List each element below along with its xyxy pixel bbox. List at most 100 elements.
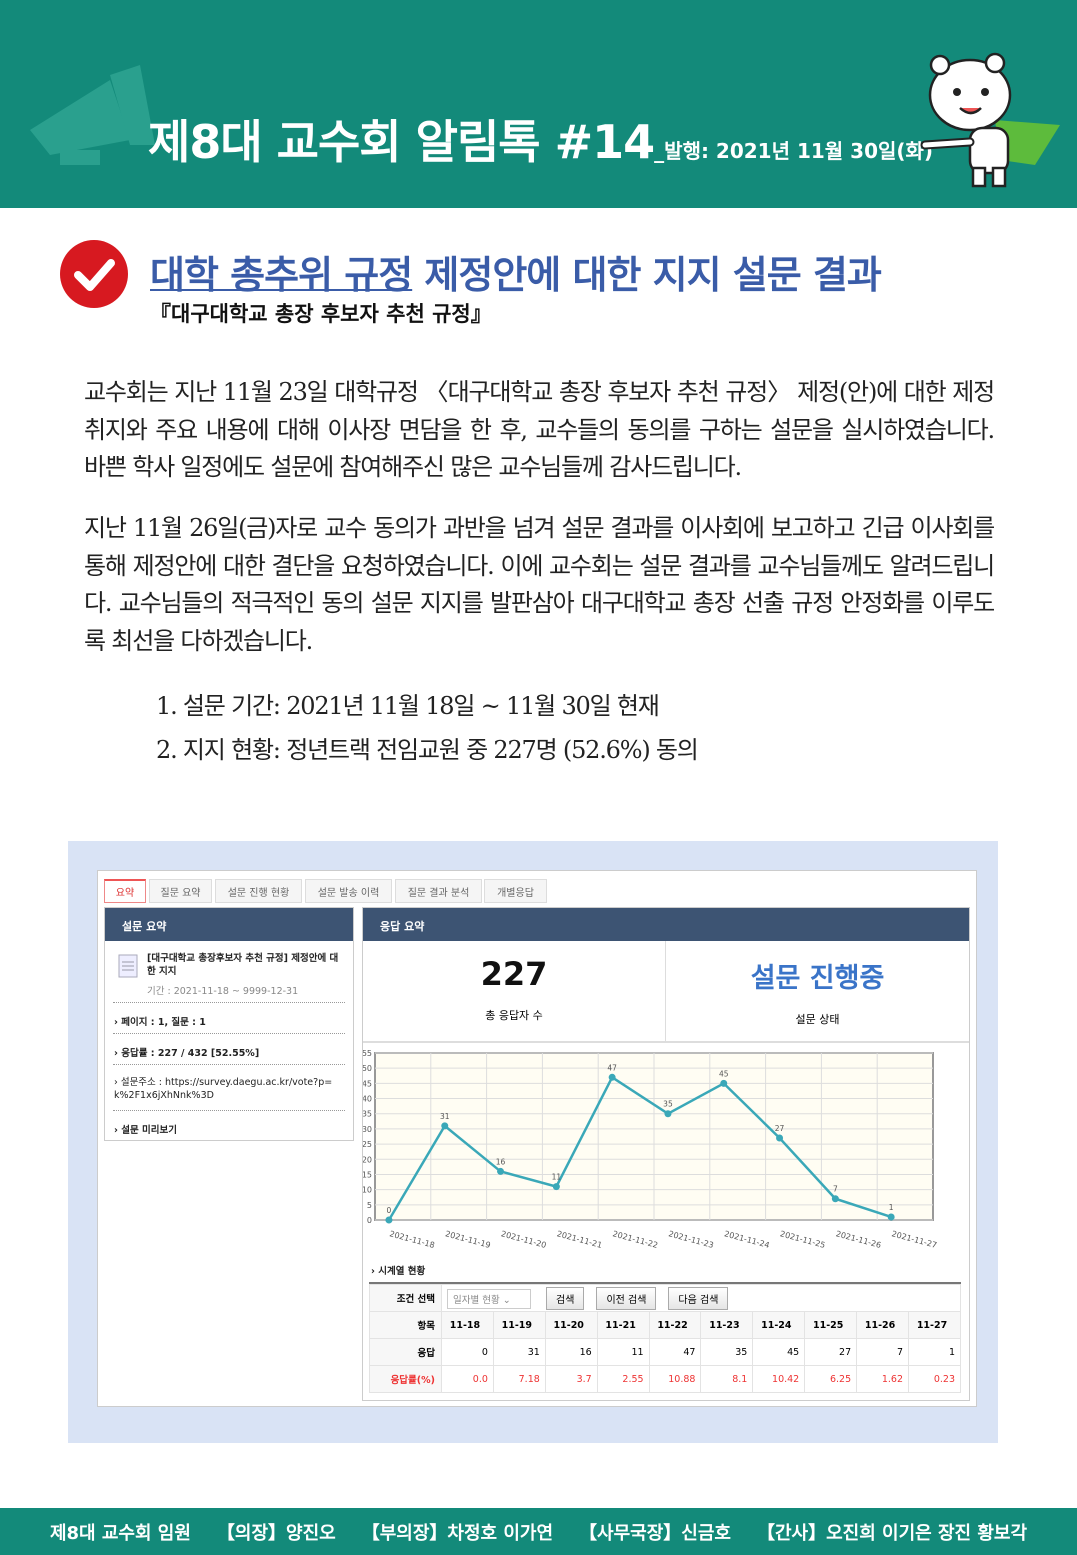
y-tick-label: 5	[367, 1201, 372, 1210]
data-label: 47	[607, 1063, 617, 1072]
tiger-mascot-icon	[920, 52, 1060, 188]
table-cell: 8.1	[700, 1365, 754, 1393]
data-point	[441, 1122, 449, 1130]
data-point	[776, 1134, 784, 1142]
header-banner: 제8대 교수회 알림톡 #14_발행: 2021년 11월 30일(화)	[0, 0, 1077, 208]
table-cell: 0.0	[441, 1365, 494, 1393]
newsletter-title: 제8대 교수회 알림톡 #14_발행: 2021년 11월 30일(화)	[148, 115, 934, 169]
timeseries-table: 조건 선택 일자별 현황 ⌄ 검색 이전 검색 다음 검색 항목 11-18 11-19…	[369, 1284, 961, 1393]
response-summary-panel: 응답 요약 227 총 응답자 수 설문 진행중 설문 상태 0 5 10 15 20 2…	[362, 907, 970, 1401]
tab-summary[interactable]: 요약	[104, 879, 146, 903]
y-tick-label: 50	[363, 1064, 372, 1073]
table-cell: 6.25	[804, 1365, 858, 1393]
megaphone-icon	[30, 65, 155, 165]
data-label: 11	[552, 1173, 562, 1182]
heading-link[interactable]: 대학 총추위 규정	[150, 253, 413, 297]
table-cell: 11-24	[752, 1311, 806, 1339]
table-cell: 3.7	[544, 1365, 598, 1393]
table-cell: 11-21	[596, 1311, 650, 1339]
data-point	[887, 1213, 895, 1221]
x-tick-label: 2021-11-27	[891, 1229, 938, 1250]
table-cell: 11-20	[544, 1311, 598, 1339]
table-cell: 11-27	[908, 1311, 961, 1339]
y-tick-label: 40	[363, 1095, 372, 1104]
x-tick-label: 2021-11-25	[779, 1229, 826, 1250]
x-tick-label: 2021-11-24	[723, 1229, 770, 1250]
checkmark-icon	[60, 240, 128, 308]
y-tick-label: 0	[367, 1216, 372, 1225]
tab-progress[interactable]: 설문 진행 현황	[215, 879, 302, 903]
document-icon	[118, 954, 138, 978]
y-tick-label: 55	[363, 1049, 372, 1058]
prev-search-button[interactable]: 이전 검색	[596, 1286, 657, 1310]
x-tick-label: 2021-11-26	[835, 1229, 882, 1250]
data-point	[608, 1073, 616, 1081]
table-cell: 7	[856, 1338, 910, 1366]
article-subheading: 『대구대학교 총장 후보자 추천 규정』	[150, 302, 492, 326]
data-label: 7	[833, 1185, 838, 1194]
table-cell: 11-26	[856, 1311, 910, 1339]
table-cell: 11-25	[804, 1311, 858, 1339]
search-button[interactable]: 검색	[546, 1286, 585, 1310]
y-tick-label: 10	[363, 1186, 372, 1195]
paragraph: 교수회는 지난 11월 23일 대학규정 〈대구대학교 총장 후보자 추천 규정…	[84, 378, 995, 481]
data-label: 1	[889, 1203, 894, 1212]
y-tick-label: 30	[363, 1125, 372, 1134]
issue-date: _발행: 2021년 11월 30일(화)	[654, 139, 934, 163]
table-cell: 0	[441, 1338, 494, 1366]
x-tick-label: 2021-11-18	[388, 1229, 435, 1250]
x-tick-label: 2021-11-23	[667, 1229, 714, 1250]
table-cell: 10.42	[752, 1365, 806, 1393]
condition-select[interactable]: 일자별 현황 ⌄	[447, 1288, 531, 1309]
tab-individual[interactable]: 개별응답	[484, 879, 547, 903]
data-label: 16	[496, 1157, 506, 1166]
table-cell: 0.23	[908, 1365, 961, 1393]
survey-screenshot: 요약 질문 요약 설문 진행 현황 설문 발송 이력 질문 결과 분석 개별응답…	[97, 870, 977, 1407]
x-tick-label: 2021-11-22	[612, 1229, 659, 1250]
total-respondents: 227	[480, 955, 548, 993]
next-search-button[interactable]: 다음 검색	[668, 1286, 729, 1310]
data-point	[497, 1167, 505, 1175]
data-label: 27	[775, 1124, 785, 1133]
table-cell: 11-22	[648, 1311, 702, 1339]
x-tick-label: 2021-11-21	[556, 1229, 603, 1250]
data-point	[720, 1079, 728, 1087]
article-heading: 대학 총추위 규정 제정안에 대한 지지 설문 결과	[150, 253, 882, 297]
table-cell: 11-19	[492, 1311, 546, 1339]
table-cell: 31	[492, 1338, 546, 1366]
table-cell: 2.55	[596, 1365, 650, 1393]
tab-send-history[interactable]: 설문 발송 이력	[305, 879, 392, 903]
x-tick-label: 2021-11-19	[444, 1229, 491, 1250]
data-point	[664, 1110, 672, 1118]
data-point	[831, 1195, 839, 1203]
x-tick-label: 2021-11-20	[500, 1229, 547, 1250]
table-cell: 45	[752, 1338, 806, 1366]
list-item: 2. 지지 현황: 정년트랙 전임교원 중 227명 (52.6%) 동의	[156, 736, 699, 764]
data-label: 45	[719, 1069, 729, 1078]
survey-preview-link[interactable]: › 설문 미리보기	[114, 1125, 177, 1136]
tab-analysis[interactable]: 질문 결과 분석	[395, 879, 482, 903]
table-cell: 35	[700, 1338, 754, 1366]
data-point	[552, 1183, 560, 1191]
table-cell: 1.62	[856, 1365, 910, 1393]
table-cell: 16	[544, 1338, 598, 1366]
y-tick-label: 25	[363, 1140, 372, 1149]
survey-status: 설문 진행중	[750, 963, 885, 994]
table-cell: 47	[648, 1338, 702, 1366]
y-tick-label: 15	[363, 1170, 372, 1179]
timeseries-chart: 0 5 10 15 20 25 30 35 40 45 50 55 0 2021-11-18 31 2021-…	[363, 1049, 938, 1250]
table-cell: 27	[804, 1338, 858, 1366]
tab-question-summary[interactable]: 질문 요약	[149, 879, 212, 903]
table-cell: 10.88	[648, 1365, 702, 1393]
data-label: 35	[663, 1100, 673, 1109]
y-tick-label: 45	[363, 1079, 372, 1088]
survey-url-link[interactable]: › 설문주소 : https://survey.daegu.ac.kr/vote…	[114, 1077, 333, 1101]
table-cell: 11-23	[700, 1311, 754, 1339]
y-tick-label: 35	[363, 1110, 372, 1119]
series-line	[387, 1075, 892, 1221]
table-cell: 11	[596, 1338, 650, 1366]
data-label: 0	[387, 1206, 392, 1215]
list-item: 1. 설문 기간: 2021년 11월 18일 ~ 11월 30일 현재	[156, 692, 660, 720]
y-tick-label: 20	[363, 1155, 372, 1164]
table-cell: 1	[908, 1338, 961, 1366]
